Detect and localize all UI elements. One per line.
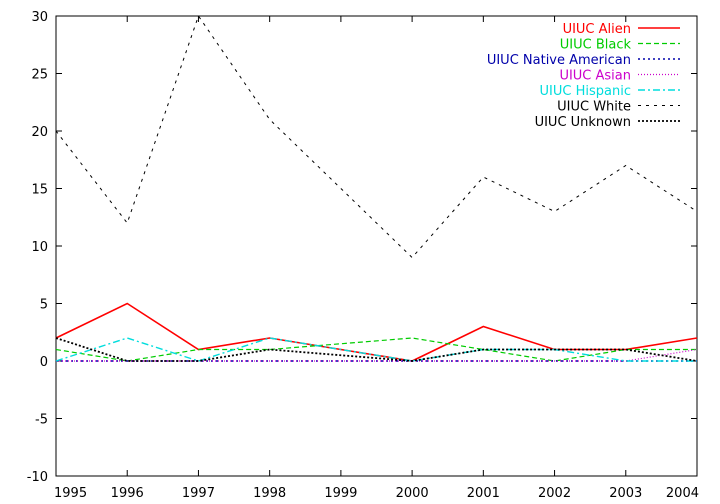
x-tick-label: 2001 bbox=[467, 486, 500, 501]
x-tick-label: 1997 bbox=[182, 486, 215, 501]
axis-ticks: -10 -5 0 5 10 15 20 25 30 1995 1996 1997 1998 1999 200… bbox=[27, 10, 699, 501]
legend-label: UIUC White bbox=[557, 100, 631, 115]
y-tick-label: 20 bbox=[31, 125, 48, 140]
y-tick-label: -10 bbox=[27, 470, 48, 485]
series-line-4 bbox=[55, 337, 697, 362]
x-tick-label: 2004 bbox=[666, 486, 699, 501]
y-tick-label: 15 bbox=[31, 183, 48, 198]
y-tick-label: 30 bbox=[31, 10, 48, 25]
x-tick-label: 2003 bbox=[609, 486, 642, 501]
series-line-5 bbox=[55, 14, 698, 259]
series-line-3 bbox=[56, 348, 698, 362]
x-tick-label: 2002 bbox=[538, 486, 571, 501]
y-tick-label: 0 bbox=[40, 355, 48, 370]
legend-label: UIUC Native American bbox=[487, 53, 631, 68]
series-lines bbox=[55, 14, 698, 362]
legend-label: UIUC Asian bbox=[559, 69, 631, 84]
y-tick-label: 10 bbox=[31, 240, 48, 255]
series-line-1 bbox=[55, 337, 697, 362]
x-tick-label: 1998 bbox=[253, 486, 286, 501]
x-tick-label: 2000 bbox=[396, 486, 429, 501]
x-tick-label: 1999 bbox=[324, 486, 357, 501]
series-line-0 bbox=[55, 302, 698, 362]
series-line-6 bbox=[55, 337, 698, 362]
legend-label: UIUC Unknown bbox=[535, 115, 631, 130]
legend-label: UIUC Alien bbox=[563, 22, 631, 37]
y-tick-label: 5 bbox=[40, 298, 48, 313]
x-tick-label: 1996 bbox=[111, 486, 144, 501]
legend-label: UIUC Black bbox=[560, 38, 632, 53]
x-tick-label: 1995 bbox=[54, 486, 87, 501]
y-tick-label: -5 bbox=[35, 413, 48, 428]
legend-label: UIUC Hispanic bbox=[540, 84, 631, 99]
y-tick-label: 25 bbox=[31, 68, 48, 83]
